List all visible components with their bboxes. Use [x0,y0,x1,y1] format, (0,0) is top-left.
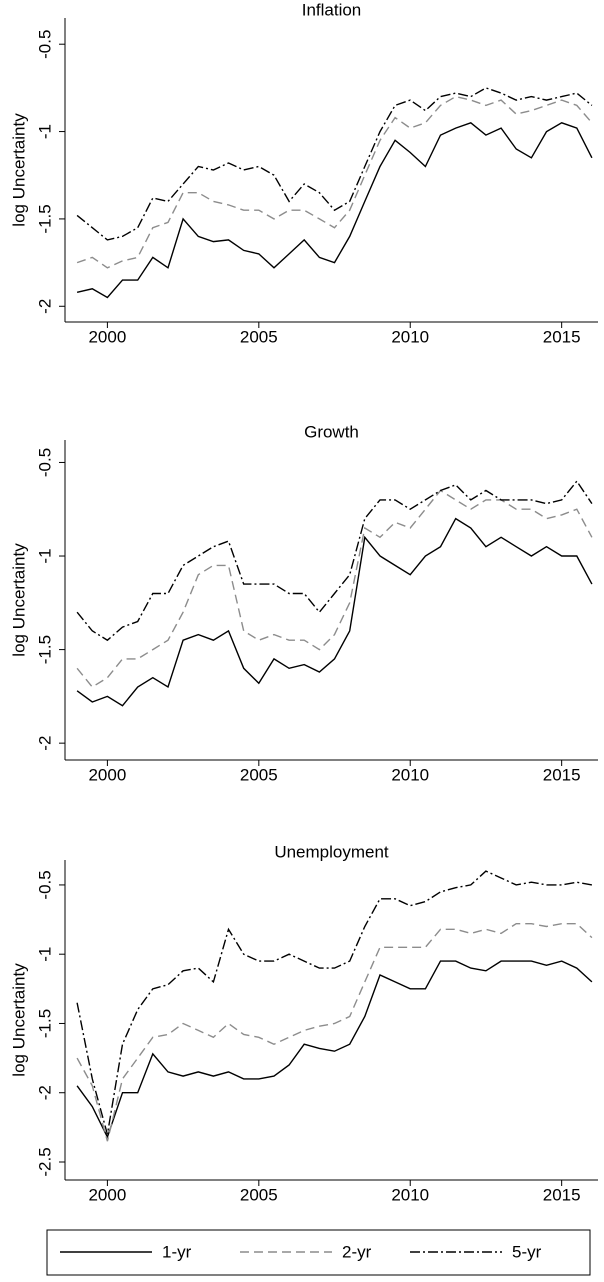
series-line [76,480,593,642]
panel-title: Growth [304,422,359,441]
y-tick-label: -2.5 [35,1147,54,1176]
legend-label: 2-yr [342,1242,372,1261]
y-axis-label: log Uncertainty [9,113,28,227]
series-line [76,870,593,1135]
y-tick-label: -1 [35,124,54,139]
x-tick-label: 2015 [543,765,581,784]
x-tick-label: 2010 [391,327,429,346]
y-tick-label: -1.5 [35,204,54,233]
x-tick-label: 2010 [391,765,429,784]
x-tick-label: 2000 [88,327,126,346]
y-tick-label: -0.5 [35,30,54,59]
series-line [76,489,593,688]
x-tick-label: 2000 [88,1185,126,1204]
x-tick-label: 2005 [240,1185,278,1204]
x-tick-label: 2010 [391,1185,429,1204]
series-line [76,122,593,299]
panel-title: Inflation [302,0,362,19]
legend-box [46,1229,591,1276]
legend-label: 5-yr [512,1242,542,1261]
x-tick-label: 2005 [240,327,278,346]
y-tick-label: -2 [35,1085,54,1100]
legend-label: 1-yr [162,1242,192,1261]
y-tick-label: -0.5 [35,870,54,899]
x-tick-label: 2015 [543,327,581,346]
y-tick-label: -1.5 [35,635,54,664]
x-tick-label: 2005 [240,765,278,784]
y-axis-label: log Uncertainty [9,543,28,657]
y-axis-label: log Uncertainty [9,963,28,1077]
series-line [76,923,593,1142]
y-tick-label: -0.5 [35,448,54,477]
y-tick-label: -2 [35,736,54,751]
y-tick-label: -2 [35,299,54,314]
panel-title: Unemployment [274,842,389,861]
x-tick-label: 2015 [543,1185,581,1204]
series-line [76,95,593,269]
series-line [76,517,593,707]
y-tick-label: -1 [35,947,54,962]
y-tick-label: -1.5 [35,1009,54,1038]
x-tick-label: 2000 [88,765,126,784]
y-tick-label: -1 [35,548,54,563]
series-line [76,87,593,241]
series-line [76,960,593,1139]
